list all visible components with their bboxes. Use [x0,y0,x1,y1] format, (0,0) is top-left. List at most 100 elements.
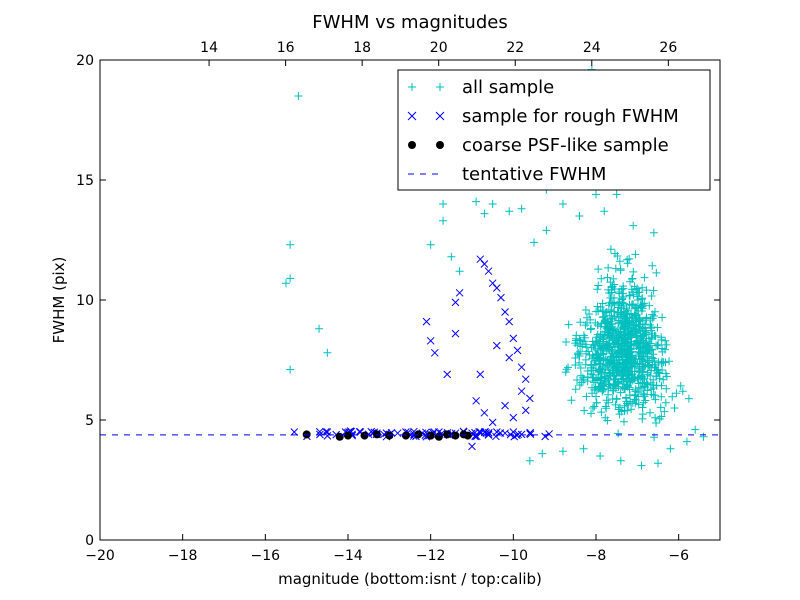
all-sample-point [633,295,642,304]
legend-label: sample for rough FWHM [462,106,679,127]
all-sample-point [644,334,653,343]
top-tick-label: 20 [430,40,448,56]
rough-fwhm-point [505,353,514,362]
x-tick-label: −18 [168,548,198,564]
all-sample-point [624,381,633,390]
all-sample-point [607,319,616,328]
all-sample-point [633,388,642,397]
all-sample-point [628,314,637,323]
all-sample-point [562,365,571,374]
all-sample-point [596,322,605,331]
all-sample-point [604,323,613,332]
rough-fwhm-point [472,396,480,405]
all-sample-point [629,221,638,230]
all-sample-point [488,200,497,208]
all-sample-point [609,375,618,384]
all-sample-point [627,316,636,325]
all-sample-point [648,310,657,319]
all-sample-point [619,417,628,426]
coarse-psf-point [335,432,344,441]
all-sample-point [592,374,601,383]
all-sample-point [597,274,606,283]
all-sample-point [614,363,623,372]
all-sample-point [646,339,655,348]
all-sample-point [622,364,631,373]
all-sample-point [604,384,613,393]
all-sample-point [650,331,659,340]
all-sample-point [643,368,652,377]
all-sample-point [586,315,595,324]
all-sample-point [637,461,646,470]
coarse-psf-point [463,431,472,440]
y-tick-label: 10 [76,293,94,309]
all-sample-point [572,331,581,340]
all-sample-point [602,372,611,381]
all-sample-point [657,392,666,401]
all-sample-point [582,349,591,358]
all-sample-point [636,301,645,310]
all-sample-point [585,309,594,318]
all-sample-point [620,314,629,323]
all-sample-point [602,323,611,332]
all-sample-point [613,359,622,368]
all-sample-point [642,314,651,323]
all-sample-point [604,301,613,310]
top-tick-label: 18 [353,40,371,56]
all-sample-point [286,365,295,374]
all-sample-point [623,259,632,268]
all-sample-point [638,355,647,364]
all-sample-point [614,405,623,414]
all-sample-point [558,200,567,208]
all-sample-point [619,282,628,291]
all-sample-point [608,366,617,375]
all-sample-point [637,302,646,311]
all-sample-point [637,334,646,343]
x-axis-label: magnitude (bottom:isnt / top:calib) [278,570,542,588]
all-sample-point [542,226,551,235]
all-sample-point [666,444,675,453]
legend: all sample sample for rough FWHM coarse PS… [397,69,711,191]
all-sample-point [642,286,651,295]
all-sample-point [645,301,654,310]
ticks-layer: −20 −18 −16 −14 −12 −10 −8 −6 14 16 18 20 22 24 26 0 5 10… [76,40,720,564]
all-sample-point [480,209,489,218]
all-sample-point [625,385,634,394]
all-sample-point [601,318,610,327]
all-sample-point [315,324,324,333]
all-sample-point [622,309,631,318]
rough-fwhm-point [323,432,332,440]
x-tick-label: −20 [85,548,115,564]
all-sample-point [616,323,625,332]
all-sample-point [657,359,666,368]
all-sample-point [571,385,580,394]
all-sample-point [611,380,620,389]
all-sample-point [610,284,619,293]
all-sample-point [657,335,666,344]
all-sample-point [610,249,619,258]
all-sample-point [571,354,580,363]
all-sample-point [627,275,636,284]
rough-fwhm-point [488,418,497,427]
all-sample-point [619,379,628,388]
all-sample-point [639,398,648,407]
all-sample-point [640,390,649,399]
all-sample-point [282,279,290,288]
all-sample-point [699,432,708,441]
all-sample-point [609,298,618,307]
rough-fwhm-point [315,427,324,436]
y-axis-label: FWHM (pix) [50,257,68,344]
all-sample-point [571,360,580,369]
all-sample-point [632,332,641,341]
all-sample-point [601,355,610,364]
top-tick-label: 16 [277,40,295,56]
all-sample-point [580,406,589,415]
all-sample-point [624,331,633,340]
rough-fwhm-point [322,427,330,436]
all-sample-point [576,364,585,373]
all-sample-point [598,363,607,372]
all-sample-point [656,403,665,412]
all-sample-point [645,346,654,355]
rough-fwhm-point [501,401,509,410]
all-sample-point [614,308,623,317]
